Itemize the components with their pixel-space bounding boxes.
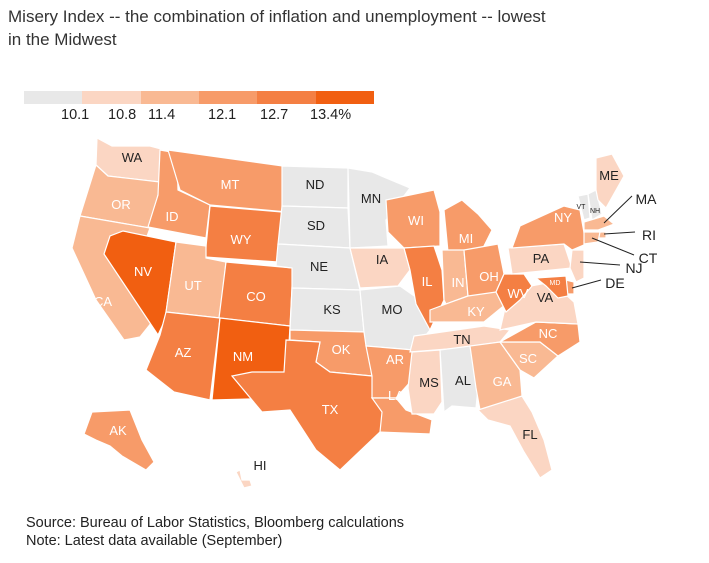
- state-wi: [385, 189, 441, 249]
- state-mt: [167, 149, 291, 213]
- legend-color-scale: [24, 91, 374, 104]
- leader-line-de: [571, 279, 602, 289]
- leader-line-ma: [603, 195, 633, 224]
- legend-swatch: [315, 91, 374, 104]
- chart-title: Misery Index -- the combination of infla…: [8, 5, 698, 51]
- legend-tick-label: 13.4%: [310, 107, 352, 123]
- state-label-in: IN: [452, 275, 465, 290]
- state-label-md: MD: [550, 280, 561, 287]
- state-label-ca: CA: [94, 294, 112, 309]
- state-nh: [587, 189, 603, 221]
- state-label-hi: HI: [254, 458, 267, 473]
- state-label-wy: WY: [231, 232, 252, 247]
- state-label-de: DE: [605, 275, 624, 291]
- state-label-oh: OH: [479, 269, 499, 284]
- leader-line-ct: [591, 237, 635, 256]
- state-ny: [511, 205, 587, 251]
- state-vt: [577, 193, 591, 221]
- state-label-mt: MT: [221, 177, 240, 192]
- state-label-pa: PA: [533, 251, 550, 266]
- data-note: Note: Latest data available (September): [26, 533, 283, 549]
- state-label-ar: AR: [386, 352, 404, 367]
- state-label-ny: NY: [554, 210, 572, 225]
- state-label-il: IL: [422, 274, 433, 289]
- state-nj: [569, 249, 585, 283]
- state-label-id: ID: [166, 209, 179, 224]
- leader-line-ri: [603, 231, 636, 235]
- state-label-tn: TN: [453, 332, 470, 347]
- state-hi: [235, 469, 253, 489]
- source-note: Source: Bureau of Labor Statistics, Bloo…: [26, 515, 405, 531]
- state-label-ia: IA: [376, 252, 389, 267]
- state-label-sc: SC: [519, 351, 537, 366]
- legend-swatch: [198, 91, 258, 104]
- state-label-ks: KS: [323, 302, 341, 317]
- state-label-ct: CT: [639, 250, 658, 266]
- state-ia: [349, 247, 411, 289]
- state-label-ms: MS: [419, 375, 439, 390]
- legend-tick-label: 12.1: [208, 107, 237, 123]
- state-label-tx: TX: [322, 402, 339, 417]
- state-label-wi: WI: [408, 213, 424, 228]
- state-label-or: OR: [111, 197, 131, 212]
- state-label-ut: UT: [184, 278, 201, 293]
- title-line-2: in the Midwest: [8, 30, 117, 49]
- legend-tick-labels: 10.1 10.8 11.4 12.1 12.7 13.4%: [24, 107, 374, 125]
- state-label-la: LA: [388, 388, 404, 403]
- legend-swatch: [82, 91, 141, 104]
- state-label-ga: GA: [493, 374, 512, 389]
- state-label-az: AZ: [175, 345, 192, 360]
- state-label-mo: MO: [382, 302, 403, 317]
- legend-swatch: [257, 91, 316, 104]
- legend-swatch: [24, 91, 83, 104]
- state-me: [595, 153, 625, 209]
- title-line-1: Misery Index -- the combination of infla…: [8, 7, 546, 26]
- state-label-me: ME: [599, 168, 619, 183]
- state-label-ma: MA: [636, 191, 658, 207]
- state-label-nj: NJ: [625, 260, 642, 276]
- legend-tick-label: 12.7: [260, 107, 289, 123]
- state-label-mi: MI: [459, 231, 473, 246]
- state-tx: [230, 339, 387, 471]
- state-label-va: VA: [537, 290, 554, 305]
- state-ak: [83, 409, 155, 471]
- state-wv: [495, 273, 533, 313]
- state-label-al: AL: [455, 373, 471, 388]
- state-ma: [583, 215, 616, 231]
- state-label-wv: WV: [508, 286, 529, 301]
- state-label-vt: VT: [577, 204, 587, 211]
- legend-tick-label: 11.4: [148, 107, 176, 123]
- state-label-ne: NE: [310, 259, 328, 274]
- state-label-ri: RI: [642, 227, 656, 243]
- state-label-nm: NM: [233, 349, 253, 364]
- state-label-ok: OK: [332, 342, 351, 357]
- state-md: [534, 275, 569, 299]
- state-label-mn: MN: [361, 191, 381, 206]
- state-fl: [476, 395, 553, 479]
- state-label-ak: AK: [109, 423, 127, 438]
- legend-tick-label: 10.1: [61, 107, 90, 123]
- footer: Source: Bureau of Labor Statistics, Bloo…: [26, 514, 404, 550]
- legend-tick-label: 10.8: [108, 107, 137, 123]
- state-label-fl: FL: [522, 427, 537, 442]
- leader-line-nj: [579, 261, 621, 266]
- state-label-co: CO: [246, 289, 266, 304]
- legend-swatch: [140, 91, 199, 104]
- state-la: [370, 397, 433, 435]
- state-label-nc: NC: [539, 326, 558, 341]
- state-label-nh: NH: [590, 208, 600, 215]
- state-label-nd: ND: [306, 177, 325, 192]
- state-label-ky: KY: [467, 304, 485, 319]
- state-label-wa: WA: [122, 150, 143, 165]
- state-label-nv: NV: [134, 264, 152, 279]
- state-label-sd: SD: [307, 218, 325, 233]
